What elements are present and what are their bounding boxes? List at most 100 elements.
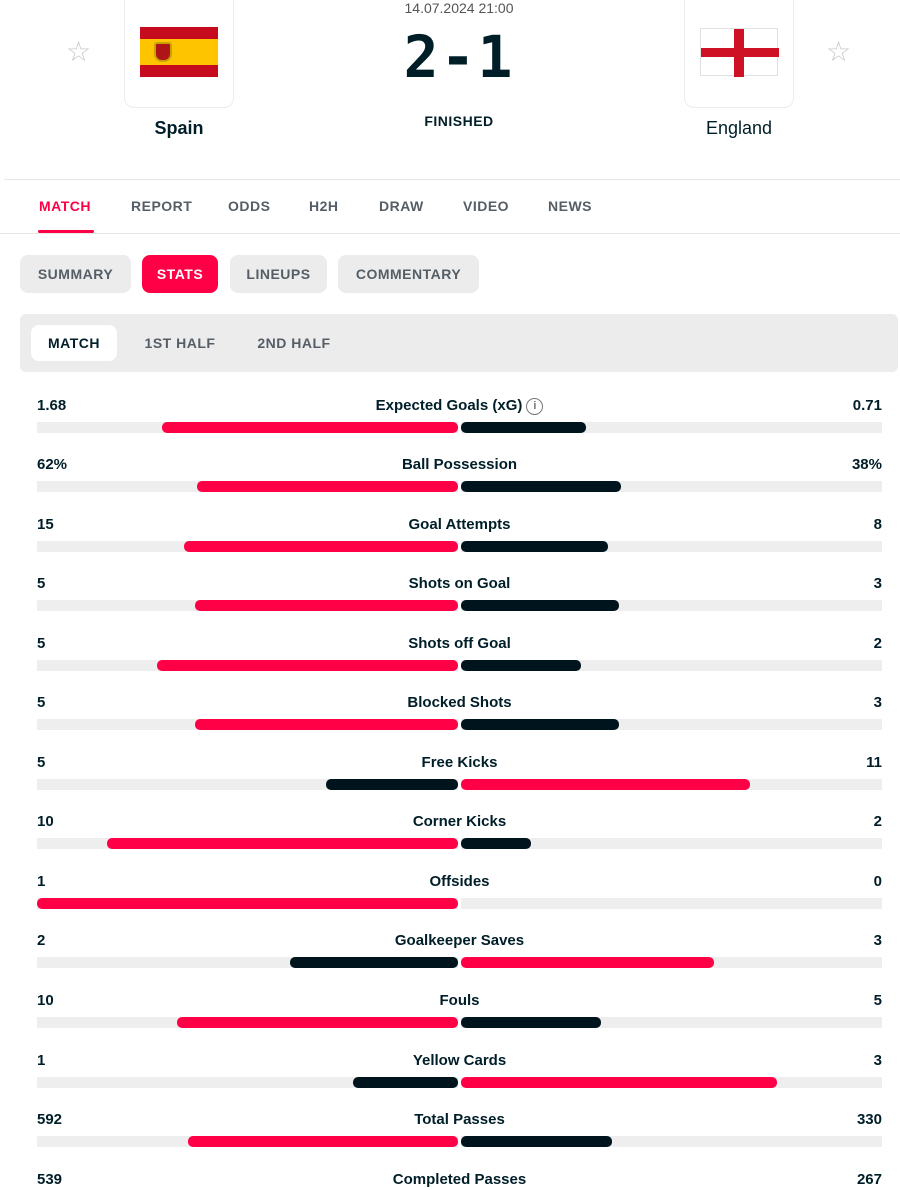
away-bar	[461, 1077, 777, 1088]
stat-home-value: 62%	[37, 456, 68, 473]
home-bar	[37, 898, 458, 909]
tab-report[interactable]: REPORT	[131, 198, 193, 214]
stat-label: Goalkeeper Saves	[394, 932, 525, 949]
stat-away-value: 2	[873, 635, 882, 652]
subtab-summary[interactable]: SUMMARY	[20, 255, 131, 293]
stat-row: 1.68 Expected Goals (xG) i 0.71	[37, 397, 882, 437]
away-bar	[461, 838, 532, 849]
period-selector: MATCH 1ST HALF 2ND HALF	[20, 314, 898, 372]
away-bar	[461, 1017, 602, 1028]
home-bar-track	[37, 481, 458, 492]
stat-home-value: 592	[37, 1111, 63, 1128]
stat-label: Goal Attempts	[408, 516, 511, 533]
stat-label: Expected Goals (xG) i	[37, 397, 882, 415]
away-bar	[461, 957, 714, 968]
home-team-logo[interactable]	[124, 0, 234, 108]
stat-row: 5 Shots on Goal 3	[37, 575, 882, 615]
stat-home-value: 5	[37, 694, 46, 711]
home-bar	[177, 1017, 458, 1028]
stat-home-value: 1	[37, 1052, 46, 1069]
stat-home-value: 10	[37, 813, 54, 830]
stat-row: 1 Yellow Cards 3	[37, 1052, 882, 1092]
stat-away-value: 267	[856, 1171, 882, 1188]
home-bar-track	[37, 541, 458, 552]
away-bar-track	[461, 660, 882, 671]
away-bar-track	[461, 481, 882, 492]
stat-away-value: 5	[873, 992, 882, 1009]
match-score: 2-1	[403, 23, 515, 91]
stat-row: 10 Corner Kicks 2	[37, 813, 882, 853]
home-bar	[183, 541, 458, 552]
stat-label: Offsides	[429, 873, 490, 890]
home-bar-track	[37, 600, 458, 611]
stat-row: 2 Goalkeeper Saves 3	[37, 932, 882, 972]
away-team-name[interactable]: England	[705, 118, 773, 138]
stat-home-value: 5	[37, 754, 46, 771]
home-bar-track	[37, 779, 458, 790]
stat-home-value: 2	[37, 932, 46, 949]
stat-label: Corner Kicks	[412, 813, 507, 830]
favorite-home-star-icon[interactable]: ☆	[66, 36, 92, 67]
home-bar-track	[37, 898, 458, 909]
away-team-logo[interactable]	[684, 0, 794, 108]
period-2nd-half[interactable]: 2ND HALF	[257, 335, 331, 351]
stat-row: 539 Completed Passes 267	[37, 1171, 882, 1190]
home-bar-track	[37, 1077, 458, 1088]
home-team-name[interactable]: Spain	[154, 118, 204, 138]
stat-label: Yellow Cards	[412, 1052, 507, 1069]
away-bar	[461, 779, 751, 790]
home-bar-track	[37, 422, 458, 433]
away-bar	[461, 1136, 612, 1147]
home-bar-track	[37, 957, 458, 968]
home-bar-track	[37, 1136, 458, 1147]
favorite-away-star-icon[interactable]: ☆	[826, 36, 852, 67]
period-1st-half[interactable]: 1ST HALF	[144, 335, 216, 351]
home-bar	[196, 481, 458, 492]
tab-h2h[interactable]: H2H	[309, 198, 339, 214]
tab-match[interactable]: MATCH	[39, 198, 92, 214]
home-bar-track	[37, 719, 458, 730]
away-bar	[461, 660, 582, 671]
home-bar	[326, 779, 458, 790]
tab-odds[interactable]: ODDS	[228, 198, 271, 214]
stat-away-value: 3	[873, 575, 882, 592]
away-bar-track	[461, 422, 882, 433]
away-bar-track	[461, 779, 882, 790]
period-match[interactable]: MATCH	[31, 325, 117, 361]
stat-away-value: 8	[873, 516, 882, 533]
subtab-stats[interactable]: STATS	[142, 255, 218, 293]
match-nav: MATCH REPORT ODDS H2H DRAW VIDEO NEWS	[0, 180, 900, 234]
home-bar	[194, 600, 458, 611]
tab-news[interactable]: NEWS	[548, 198, 592, 214]
match-datetime: 14.07.2024 21:00	[404, 0, 514, 16]
away-bar-track	[461, 719, 882, 730]
stat-row: 5 Free Kicks 11	[37, 754, 882, 794]
tab-video[interactable]: VIDEO	[463, 198, 510, 214]
tab-draw[interactable]: DRAW	[379, 198, 424, 214]
away-bar-track	[461, 1136, 882, 1147]
home-bar	[162, 422, 458, 433]
stat-row: 592 Total Passes 330	[37, 1111, 882, 1151]
home-bar	[187, 1136, 458, 1147]
away-bar	[461, 481, 621, 492]
stat-away-value: 330	[856, 1111, 882, 1128]
stat-away-value: 3	[873, 1052, 882, 1069]
subtab-commentary[interactable]: COMMENTARY	[338, 255, 479, 293]
info-icon[interactable]: i	[526, 398, 544, 415]
away-bar	[461, 541, 608, 552]
stat-away-value: 0	[873, 873, 882, 890]
stat-label: Total Passes	[414, 1111, 505, 1128]
stat-label: Shots on Goal	[408, 575, 511, 592]
england-flag-icon	[700, 28, 779, 77]
home-bar	[289, 957, 458, 968]
home-bar-track	[37, 1017, 458, 1028]
match-header: ☆ Spain 14.07.2024 21:00 2-1 FINISHED En…	[4, 0, 900, 180]
away-bar	[461, 600, 619, 611]
subtab-lineups[interactable]: LINEUPS	[230, 255, 327, 293]
stat-home-value: 1.68	[37, 397, 67, 414]
stat-away-value: 0.71	[852, 397, 882, 414]
match-status: FINISHED	[424, 113, 494, 129]
stat-home-value: 1	[37, 873, 46, 890]
home-bar	[352, 1077, 458, 1088]
stat-away-value: 2	[873, 813, 882, 830]
